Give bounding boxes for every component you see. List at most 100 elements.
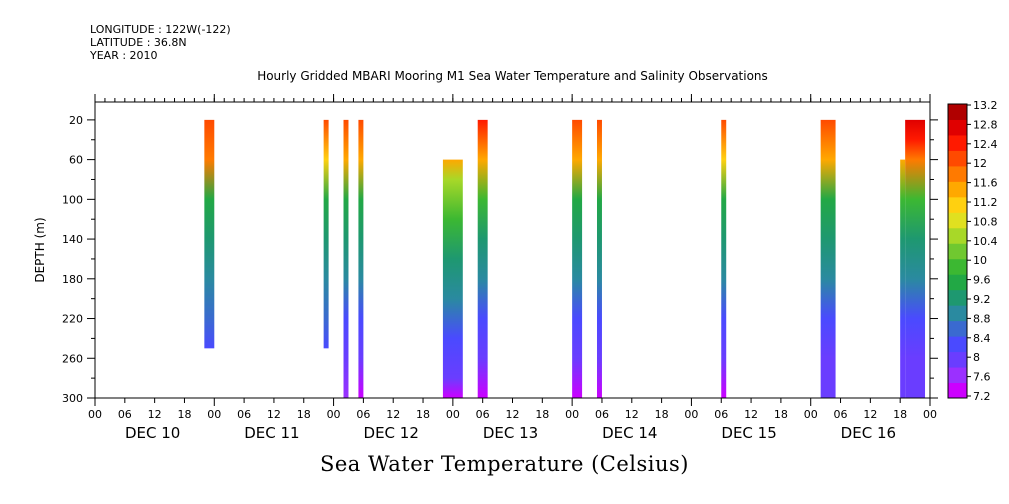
x-tick-label: 18 bbox=[297, 408, 311, 421]
latitude-label: LATITUDE : 36.8N bbox=[90, 36, 187, 49]
colorbar-swatch bbox=[948, 289, 967, 306]
colorbar-swatch bbox=[948, 165, 967, 182]
data-column bbox=[204, 119, 215, 349]
x-tick-label: 00 bbox=[565, 408, 579, 421]
data-column bbox=[596, 119, 602, 398]
colorbar-swatch bbox=[948, 336, 967, 353]
y-axis-label: DEPTH (m) bbox=[33, 217, 47, 282]
axes-layer: 00 06 12 18 00 06 12 18 00 06 12 18 00 06 12 18 00 06 12 18… bbox=[33, 94, 938, 442]
x-tick-label: 00 bbox=[327, 408, 341, 421]
colorbar-swatch bbox=[948, 258, 967, 275]
x-tick-label: 00 bbox=[804, 408, 818, 421]
x-tick-label: 12 bbox=[506, 408, 520, 421]
colorbar-layer: 13.2 12.8 12.4 12 11.6 11.2 10.8 10.4 10 9.6 9.2 8.… bbox=[947, 99, 998, 403]
top-minor-ticks bbox=[94, 94, 931, 102]
colorbar-swatch bbox=[948, 351, 967, 368]
data-column bbox=[477, 119, 488, 398]
x-tick-label: 12 bbox=[863, 408, 877, 421]
colorbar-swatch bbox=[948, 305, 967, 322]
colorbar-swatch bbox=[948, 243, 967, 260]
colorbar-swatch bbox=[948, 382, 967, 399]
colorbar-label: 12.8 bbox=[973, 118, 998, 131]
colorbar-label: 7.6 bbox=[973, 371, 991, 384]
x-tick-label: 06 bbox=[595, 408, 609, 421]
colorbar-swatch bbox=[948, 367, 967, 384]
day-label: DEC 14 bbox=[602, 424, 657, 442]
longitude-label: LONGITUDE : 122W(-122) bbox=[90, 23, 231, 36]
y-tick-label: 300 bbox=[62, 392, 83, 405]
day-label: DEC 11 bbox=[244, 424, 299, 442]
colorbar-swatch bbox=[948, 104, 967, 120]
x-tick-label: 12 bbox=[625, 408, 639, 421]
data-column bbox=[358, 119, 364, 398]
day-label: DEC 13 bbox=[483, 424, 538, 442]
chart-subtitle: Hourly Gridded MBARI Mooring M1 Sea Wate… bbox=[257, 69, 768, 83]
x-tick-label: 00 bbox=[684, 408, 698, 421]
colorbar-label: 9.2 bbox=[973, 293, 991, 306]
colorbar-label: 11.6 bbox=[973, 177, 998, 190]
x-tick-label: 12 bbox=[148, 408, 162, 421]
x-tick-label: 18 bbox=[655, 408, 669, 421]
x-tick-label: 18 bbox=[774, 408, 788, 421]
colorbar-swatch bbox=[948, 212, 967, 229]
day-label: DEC 10 bbox=[125, 424, 180, 442]
x-tick-label: 00 bbox=[88, 408, 102, 421]
x-tick-label: 18 bbox=[535, 408, 549, 421]
colorbar-label: 10.8 bbox=[973, 215, 998, 228]
day-label: DEC 15 bbox=[721, 424, 776, 442]
day-label: DEC 16 bbox=[841, 424, 896, 442]
y-axis-ticks: 20 60 100 140 180 220 260 300 bbox=[62, 114, 938, 405]
data-column bbox=[572, 119, 583, 398]
colorbar-label: 8.8 bbox=[973, 312, 991, 325]
colorbar-label: 10.4 bbox=[973, 235, 998, 248]
colorbar-frame bbox=[947, 103, 968, 399]
colorbar-swatch bbox=[948, 119, 967, 136]
day-label: DEC 12 bbox=[364, 424, 419, 442]
colorbar-swatch bbox=[948, 227, 967, 244]
y-tick-label: 220 bbox=[62, 313, 83, 326]
colorbar-label: 10 bbox=[973, 254, 987, 267]
x-tick-label: 06 bbox=[714, 408, 728, 421]
colorbar-label: 11.2 bbox=[973, 196, 998, 209]
year-label: YEAR : 2010 bbox=[90, 49, 158, 62]
data-column bbox=[900, 159, 906, 398]
x-tick-label: 18 bbox=[893, 408, 907, 421]
x-axis-ticks: 00 06 12 18 00 06 12 18 00 06 12 18 00 06 12 18 00 06 12 18… bbox=[88, 398, 937, 421]
colorbar-label: 7.2 bbox=[973, 390, 991, 403]
x-tick-label: 06 bbox=[237, 408, 251, 421]
x-tick-label: 12 bbox=[386, 408, 400, 421]
x-tick-label: 12 bbox=[744, 408, 758, 421]
colorbar-swatch bbox=[948, 274, 967, 291]
chart-title: Sea Water Temperature (Celsius) bbox=[319, 452, 689, 476]
x-tick-label: 18 bbox=[177, 408, 191, 421]
data-column bbox=[323, 119, 329, 349]
x-tick-label: 06 bbox=[834, 408, 848, 421]
plot-frame bbox=[94, 101, 931, 399]
x-tick-label: 00 bbox=[923, 408, 937, 421]
colorbar-swatch bbox=[948, 320, 967, 337]
x-tick-label: 00 bbox=[446, 408, 460, 421]
y-tick-label: 140 bbox=[62, 233, 83, 246]
x-tick-label: 06 bbox=[356, 408, 370, 421]
data-columns-layer bbox=[204, 119, 926, 398]
y-tick-label: 20 bbox=[69, 114, 83, 127]
data-column bbox=[343, 119, 349, 398]
x-tick-label: 06 bbox=[118, 408, 132, 421]
data-column bbox=[820, 119, 836, 398]
y-tick-label: 100 bbox=[62, 193, 83, 206]
colorbar-label: 13.2 bbox=[973, 99, 998, 112]
y-tick-label: 180 bbox=[62, 273, 83, 286]
colorbar-label: 8 bbox=[973, 351, 980, 364]
data-column bbox=[721, 119, 727, 398]
colorbar-label: 12.4 bbox=[973, 138, 998, 151]
x-tick-label: 00 bbox=[207, 408, 221, 421]
colorbar-label: 9.6 bbox=[973, 274, 991, 287]
colorbar-label: 8.4 bbox=[973, 332, 991, 345]
y-tick-label: 260 bbox=[62, 352, 83, 365]
colorbar-swatch bbox=[948, 150, 967, 167]
data-column bbox=[905, 119, 926, 398]
colorbar-swatch bbox=[948, 181, 967, 198]
colorbar-swatch bbox=[948, 196, 967, 213]
x-tick-label: 06 bbox=[476, 408, 490, 421]
